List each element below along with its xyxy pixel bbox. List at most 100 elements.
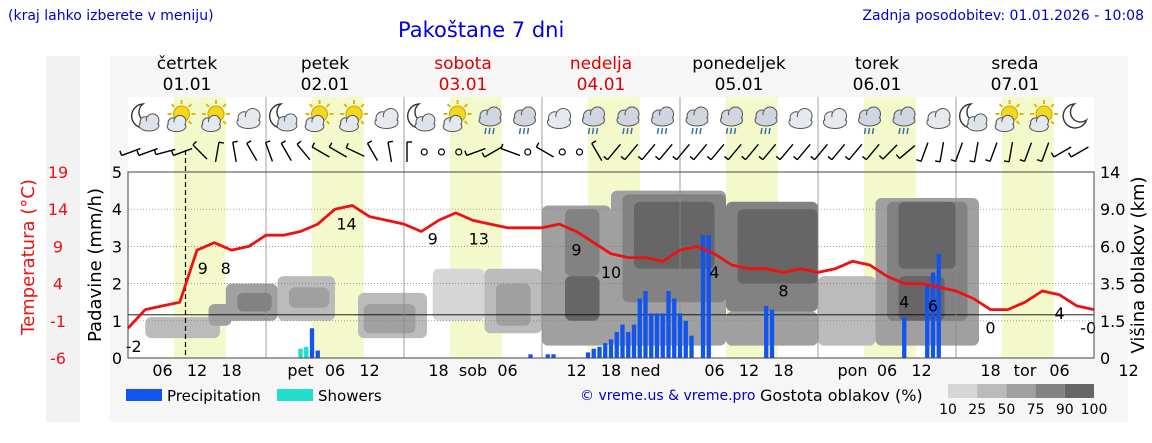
wind-barb [827, 143, 846, 161]
wind-barb [264, 140, 274, 162]
temperature-label: 4 [709, 263, 719, 282]
sun-cloud-icon [304, 100, 334, 133]
location-hint: (kraj lahko izberete v meniju) [8, 8, 214, 24]
wind-barb [1050, 146, 1072, 158]
sun-cloud-icon [1029, 100, 1058, 133]
precipitation-bar [591, 348, 596, 358]
temperature-label: 8 [221, 259, 231, 278]
temperature-label: -0 [1080, 319, 1096, 338]
wind-barb [793, 143, 811, 161]
precipitation-bar [608, 339, 614, 358]
cloud-height-axis-label: Višina oblakov (km) [1128, 176, 1149, 353]
page-title: Pakoštane 7 dni [398, 18, 565, 42]
day-name: petek [301, 54, 349, 74]
rain-cloud-icon [858, 106, 881, 135]
rain-cloud-icon [651, 106, 674, 135]
precipitation-bar [620, 324, 625, 358]
cloud-density-block [565, 209, 600, 277]
wind-barb [878, 144, 898, 160]
wind-barb [500, 143, 521, 157]
day-name: torek [855, 54, 899, 74]
day-date: 03.01 [439, 75, 488, 95]
temperature-label: 14 [336, 214, 356, 233]
precipitation-tick: 5 [112, 163, 122, 182]
cloud-density-block [565, 276, 600, 321]
day-date: 07.01 [991, 75, 1040, 95]
credit-link[interactable]: © vreme.us & vreme.pro [580, 388, 756, 404]
cloud-density-block [898, 201, 956, 269]
moon-cloud-icon [407, 103, 436, 132]
showers-bar [304, 346, 309, 358]
x-tick-label: ned [630, 361, 660, 380]
wind-barb [345, 142, 365, 157]
wind-barb [934, 142, 945, 163]
precipitation-bar [672, 298, 677, 358]
temperature-label: 4 [1054, 304, 1064, 323]
temperature-line [126, 204, 1095, 330]
temperature-label: 8 [778, 281, 788, 300]
day-date: 05.01 [715, 75, 764, 95]
wind-barb [214, 141, 225, 162]
wind-barb [895, 145, 916, 159]
cloud-height-tick: 0 [1100, 349, 1110, 368]
wind-barb [969, 142, 979, 163]
wind-barb [655, 143, 673, 161]
wind-barb [775, 143, 794, 161]
density-scale-label: 10 [939, 402, 957, 418]
day-date: 02.01 [301, 75, 350, 95]
wind-barb [280, 140, 292, 162]
precipitation-bar [700, 235, 706, 358]
density-scale-cell [1064, 384, 1094, 398]
x-tick-label: 12 [1118, 361, 1138, 380]
wind-barb [724, 143, 742, 161]
legend-precipitation-label: Precipitation [167, 387, 261, 405]
plot-frame [127, 171, 1095, 359]
precipitation-bar [631, 324, 637, 358]
rain-cloud-icon [754, 106, 778, 135]
x-tick-label: 18 [601, 361, 621, 380]
density-scale-cell [1006, 384, 1036, 398]
wind-barb [689, 143, 708, 161]
precipitation-bar [666, 291, 671, 358]
x-tick-label: 18 [221, 361, 241, 380]
x-tick-label: 12 [911, 361, 931, 380]
precipitation-bar [925, 283, 930, 358]
wind-barb [153, 148, 176, 156]
x-tick-label: 12 [359, 361, 379, 380]
precipitation-bar [315, 350, 320, 358]
wind-barb [706, 143, 725, 161]
wind-barb [810, 143, 828, 161]
wind-barb [232, 140, 238, 162]
rain-cloud-icon [513, 106, 536, 135]
x-tick-label: 18 [980, 361, 1000, 380]
density-scale-cell [1035, 384, 1065, 398]
day-name: četrtek [157, 54, 218, 74]
temperature-tick: 14 [48, 200, 68, 219]
x-tick-label: sob [459, 361, 487, 380]
cloud-height-tick: 6.0 [1100, 237, 1125, 256]
precipitation-bar [603, 343, 608, 358]
moon-icon [1062, 103, 1088, 129]
x-tick-label: 18 [428, 361, 448, 380]
x-tick-label: 12 [739, 361, 759, 380]
temperature-label: 4 [899, 293, 909, 312]
wind-barb [387, 140, 394, 162]
temperature-tick: 19 [48, 163, 68, 182]
wind-barb [985, 142, 998, 163]
x-tick-label: 06 [704, 361, 724, 380]
cloud-icon [926, 108, 951, 129]
precipitation-bar [764, 305, 769, 358]
day-name: sobota [434, 54, 492, 74]
temperature-label: 9 [571, 241, 581, 260]
wind-barb [464, 147, 486, 157]
cloud-height-tick: 1.5 [1100, 312, 1125, 331]
wind-calm-marker [524, 148, 532, 156]
wind-barb [136, 147, 158, 157]
daylight-band [1002, 97, 1054, 358]
x-tick-label: 06 [497, 361, 517, 380]
precipitation-axis-label: Padavine (mm/h) [85, 188, 106, 342]
wind-barb [741, 143, 759, 161]
wind-barb [119, 147, 141, 157]
wind-barb [862, 143, 880, 161]
